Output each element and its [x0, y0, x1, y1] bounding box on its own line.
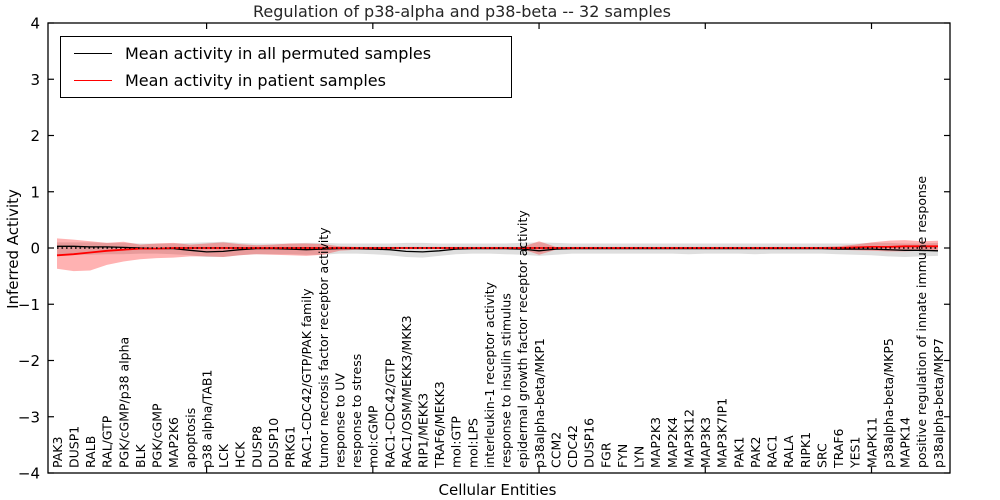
x-tick-label: p38 alpha/TAB1 — [199, 370, 214, 468]
x-tick-label: p38alpha-beta/MKP7 — [931, 338, 946, 468]
x-tick-label: YES1 — [848, 437, 863, 469]
x-tick-label: SRC — [814, 443, 829, 468]
x-tick-label: RIPK1 — [798, 432, 813, 468]
x-tick-label: response to insulin stimulus — [499, 293, 514, 468]
x-tick-label: BLK — [133, 443, 148, 468]
x-tick-label: TRAF6/MEKK3 — [432, 381, 447, 469]
x-tick-label: DUSP1 — [66, 426, 81, 468]
y-axis-label: Inferred Activity — [4, 189, 22, 309]
patient-band-area — [57, 238, 938, 272]
x-tick-label: MAP2K6 — [166, 417, 181, 468]
y-tick-label: −4 — [18, 465, 40, 483]
x-tick-label: DUSP8 — [249, 426, 264, 468]
legend-label-permuted: Mean activity in all permuted samples — [125, 43, 432, 63]
y-tick-label: 0 — [30, 240, 40, 258]
x-tick-label: apoptosis — [183, 408, 198, 468]
legend-entry-patient: Mean activity in patient samples — [61, 68, 511, 94]
x-tick-label: LCK — [216, 443, 231, 468]
chart-title: Regulation of p38-alpha and p38-beta -- … — [253, 2, 671, 21]
patient-line-swatch — [74, 80, 112, 82]
y-tick-label: −2 — [18, 352, 40, 370]
y-tick-label: 4 — [30, 15, 40, 33]
x-tick-label: TRAF6 — [831, 428, 846, 469]
x-tick-label: PAK2 — [748, 437, 763, 468]
x-tick-label: p38alpha-beta/MKP1 — [532, 338, 547, 468]
x-tick-label: RAL/GTP — [100, 415, 115, 468]
permuted-line-swatch — [74, 52, 112, 54]
x-tick-label: RALA — [781, 435, 796, 468]
x-tick-label: FYN — [615, 444, 630, 468]
x-tick-label: PAK3 — [50, 437, 65, 468]
x-tick-label: LYN — [632, 446, 647, 468]
x-tick-label: p38alpha-beta/MKP5 — [881, 338, 896, 468]
x-tick-label: PGK/cGMP — [150, 403, 165, 468]
legend-box: Mean activity in all permuted samples Me… — [60, 36, 512, 98]
x-tick-label: RAC1/OSM/MEKK3/MKK3 — [399, 315, 414, 468]
x-tick-label: CDC42 — [565, 425, 580, 468]
x-tick-label: PAK1 — [731, 437, 746, 468]
x-tick-label: HCK — [233, 441, 248, 468]
x-tick-label: RAC1-CDC42/GTP/PAK family — [299, 288, 314, 468]
x-tick-label: mol:GTP — [449, 416, 464, 468]
legend-entry-permuted: Mean activity in all permuted samples — [61, 40, 511, 66]
x-tick-label: PGK/cGMP/p38 alpha — [116, 337, 131, 468]
x-tick-label: RALB — [83, 436, 98, 468]
y-tick-label: 3 — [30, 71, 40, 89]
x-tick-label: response to stress — [349, 354, 364, 468]
x-axis-label: Cellular Entities — [438, 481, 557, 499]
x-tick-label: DUSP10 — [266, 418, 281, 468]
x-tick-label: mol:LPS — [465, 418, 480, 468]
x-tick-label: RAC1 — [765, 435, 780, 468]
x-tick-label: MAP3K12 — [682, 409, 697, 468]
x-tick-label: RAC1-CDC42/GTP — [382, 358, 397, 468]
x-tick-label: tumor necrosis factor receptor activity — [316, 227, 331, 468]
x-tick-label: FGR — [598, 442, 613, 468]
y-tick-label: −1 — [18, 296, 40, 314]
x-tick-label: MAPK14 — [898, 417, 913, 468]
y-tick-label: 1 — [30, 183, 40, 201]
x-tick-label: interleukin-1 receptor activity — [482, 281, 497, 468]
y-tick-label: 2 — [30, 127, 40, 145]
legend-label-patient: Mean activity in patient samples — [125, 71, 386, 91]
x-tick-label: MAP3K7IP1 — [715, 398, 730, 468]
x-tick-label: epidermal growth factor receptor activit… — [515, 210, 530, 468]
x-tick-label: MAP2K3 — [648, 417, 663, 468]
x-tick-label: CCM2 — [549, 432, 564, 468]
x-tick-label: RIP1/MEKK3 — [416, 393, 431, 468]
x-tick-label: MAP2K4 — [665, 417, 680, 468]
x-tick-label: MAPK11 — [864, 417, 879, 468]
x-tick-label: response to UV — [332, 373, 347, 468]
permuted-band-area — [57, 241, 938, 258]
x-tick-label: MAP3K3 — [698, 417, 713, 468]
y-tick-label: −3 — [18, 408, 40, 426]
x-tick-label: PRKG1 — [283, 426, 298, 468]
x-tick-label: DUSP16 — [582, 418, 597, 468]
x-tick-label: positive regulation of innate immune res… — [914, 176, 929, 468]
x-tick-label: mol:cGMP — [366, 405, 381, 468]
